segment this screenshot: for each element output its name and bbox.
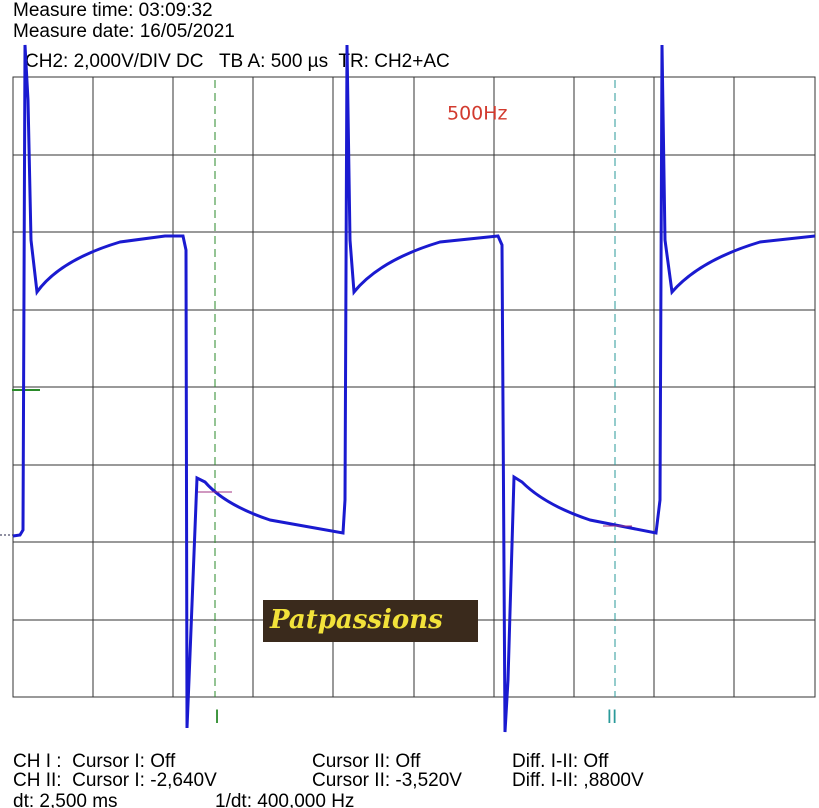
readout: dt: 2,500 ms: [13, 791, 118, 808]
measure-date: Measure date: 16/05/2021: [13, 21, 235, 42]
waveform: [12, 44, 816, 733]
frequency-note: 500Hz: [447, 103, 508, 125]
logo: Patpassions: [269, 605, 443, 635]
settings: CH2: 2,000V/DIV DC TB A: 500 µs TR: CH2+…: [25, 51, 450, 72]
measure-time: Measure time: 03:09:32: [13, 0, 213, 21]
readout: Diff. I-II: ,8800V: [512, 770, 644, 791]
readout: 1/dt: 400,000 Hz: [215, 791, 354, 808]
readout: CH I : Cursor I: Off: [13, 751, 176, 772]
readout: Cursor II: Off: [312, 751, 421, 772]
logo-box: [263, 600, 478, 642]
readout: Diff. I-II: Off: [512, 751, 609, 772]
readout: Cursor II: -3,520V: [312, 770, 462, 791]
grid: [12, 76, 816, 698]
readout: CH II: Cursor I: -2,640V: [13, 770, 217, 791]
cursor-label: II: [607, 707, 618, 728]
cursor-label: I: [214, 707, 219, 728]
